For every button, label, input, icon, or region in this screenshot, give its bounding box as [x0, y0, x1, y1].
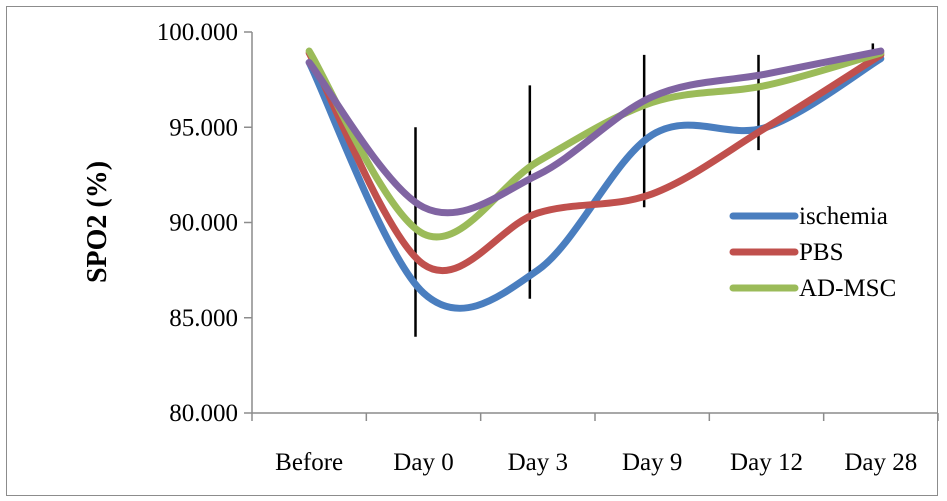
- legend-label: AD-MSC: [799, 275, 896, 302]
- x-tick-label: Day 0: [393, 449, 453, 476]
- series-line-unlabeled: [305, 47, 885, 217]
- x-tick-label: Day 9: [622, 449, 682, 476]
- y-axis: 80.000 85.000 90.000 95.000 100.000: [157, 19, 253, 427]
- series-line-pbs: [305, 49, 885, 275]
- series-line-ad-msc: [305, 47, 885, 241]
- x-tick-label: Day 28: [844, 449, 917, 476]
- y-axis-title: SPO2 (%): [82, 161, 113, 283]
- y-tick-label: 85.000: [169, 305, 238, 332]
- legend: ischemia PBS AD-MSC: [729, 203, 896, 302]
- y-tick-label: 90.000: [169, 210, 238, 237]
- y-tick-label: 95.000: [169, 114, 238, 141]
- x-tick-label: Day 3: [508, 449, 568, 476]
- x-tick-label: Before: [275, 449, 343, 476]
- y-tick-label: 100.000: [157, 19, 238, 46]
- x-tick-label: Day 12: [730, 449, 803, 476]
- legend-label: ischemia: [799, 203, 888, 230]
- x-axis: Before Day 0 Day 3 Day 9 Day 12 Day 28: [251, 412, 939, 476]
- series-lines: [305, 47, 885, 312]
- legend-label: PBS: [799, 239, 843, 266]
- y-tick-label: 80.000: [169, 400, 238, 427]
